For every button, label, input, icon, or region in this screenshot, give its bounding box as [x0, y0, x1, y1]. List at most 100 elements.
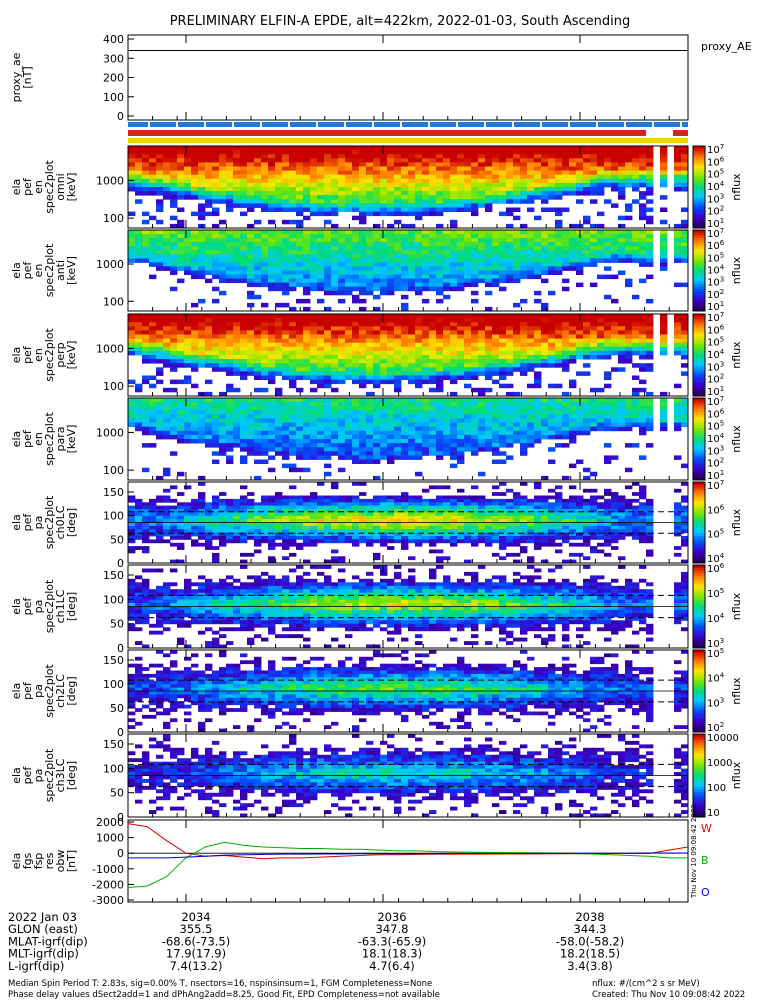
spectrogram-cell [450, 398, 458, 403]
spectrogram-cell [352, 402, 360, 407]
spectrogram-cell [436, 414, 444, 419]
colorbar-cell [693, 176, 705, 180]
spectrogram-cell [324, 434, 332, 440]
spectrogram-cell [380, 418, 388, 423]
spectrogram-cell [513, 414, 521, 419]
spectrogram-cell [506, 434, 514, 440]
spectrogram-cell [499, 439, 507, 444]
spectrogram-cell [401, 203, 409, 208]
spectrogram-cell [562, 170, 570, 176]
spectrogram-cell [422, 398, 430, 403]
spectrogram-cell [639, 346, 647, 352]
spectrogram-cell [478, 330, 486, 335]
spectrogram-cell [191, 270, 199, 275]
spectrogram-cell [457, 455, 465, 460]
spectrogram-cell [163, 434, 171, 440]
spectrogram-cell [184, 178, 192, 184]
spectrogram-cell [408, 379, 416, 385]
spectrogram-cell [611, 254, 619, 259]
spectrogram-cell [366, 270, 374, 275]
spectrogram-cell [520, 443, 528, 448]
spectrogram-cell [625, 174, 633, 180]
y-axis-label-line: perp [54, 342, 67, 367]
spectrogram-cell [625, 182, 633, 188]
spectrogram-cell [632, 258, 640, 263]
spectrogram-cell [268, 178, 276, 184]
spectrogram-cell [394, 326, 402, 331]
spectrogram-cell [394, 258, 402, 263]
spectrogram-cell [499, 322, 507, 327]
spectrogram-cell [436, 363, 444, 368]
spectrogram-cell [618, 246, 626, 251]
spectrogram-cell [471, 154, 479, 159]
spectrogram-cell [366, 426, 374, 432]
spectrogram-cell [289, 158, 297, 163]
pitch-angle-cell [128, 505, 136, 510]
spectrogram-cell [590, 330, 598, 335]
spectrogram-cell [170, 191, 178, 196]
spectrogram-cell [198, 274, 206, 280]
spectrogram-cell [681, 174, 689, 180]
y-axis-label-line: spec2plot [43, 160, 56, 214]
spectrogram-cell [401, 371, 409, 376]
spectrogram-cell [548, 342, 556, 348]
spectrogram-cell [632, 178, 640, 184]
pitch-angle-cell [135, 509, 143, 513]
spectrogram-cell [254, 278, 262, 284]
spectrogram-cell [366, 174, 374, 180]
spectrogram-cell [296, 238, 304, 243]
spectrogram-cell [492, 246, 500, 251]
spectrogram-cell [345, 402, 353, 407]
spectrogram-cell [205, 182, 213, 188]
spectrogram-cell [513, 246, 521, 251]
spectrogram-cell [443, 286, 451, 292]
spectrogram-cell [177, 178, 185, 184]
spectrogram-cell [128, 230, 136, 235]
spectrogram-cell [450, 238, 458, 243]
spectrogram-cell [569, 166, 577, 171]
spectrogram-cell [282, 314, 290, 319]
spectrogram-cell [156, 334, 164, 339]
spectrogram-cell [387, 439, 395, 444]
spectrogram-cell [128, 170, 136, 176]
spectrogram-cell [233, 158, 241, 163]
spectrogram-cell [212, 230, 220, 235]
spectrogram-cell [569, 422, 577, 428]
spectrogram-cell [555, 170, 563, 176]
spectrogram-cell [163, 387, 171, 393]
spectrogram-cell [366, 363, 374, 368]
spectrogram-cell [527, 398, 535, 403]
spectrogram-cell [618, 318, 626, 323]
spectrogram-cell [674, 318, 682, 323]
spectrogram-cell [149, 342, 157, 348]
spectrogram-cell [527, 150, 535, 155]
spectrogram-cell [583, 182, 591, 188]
spectrogram-cell [303, 258, 311, 263]
spectrogram-cell [387, 170, 395, 176]
spectrogram-cell [254, 363, 262, 368]
spectrogram-cell [499, 422, 507, 428]
spectrogram-cell [625, 246, 633, 251]
spectrogram-cell [443, 238, 451, 243]
spectrogram-cell [646, 418, 654, 423]
colorbar-cell [693, 284, 705, 288]
spectrogram-cell [289, 383, 297, 389]
colorbar-cell [693, 156, 705, 161]
spectrogram-cell [247, 302, 255, 308]
spectrogram-cell [527, 318, 535, 323]
spectrogram-cell [163, 334, 171, 339]
spectrogram-cell [191, 346, 199, 352]
spectrogram-cell [240, 371, 248, 376]
pitch-angle-cell [149, 505, 157, 510]
spectrogram-cell [359, 418, 367, 423]
colorbar-cell [693, 352, 705, 356]
spectrogram-cell [471, 274, 479, 280]
spectrogram-cell [681, 363, 689, 368]
spectrogram-cell [373, 262, 381, 267]
spectrogram-cell [296, 178, 304, 184]
spectrogram-cell [254, 359, 262, 364]
spectrogram-cell [303, 298, 311, 304]
spectrogram-cell [478, 398, 486, 403]
spectrogram-cell [345, 355, 353, 360]
spectrogram-cell [457, 195, 465, 200]
